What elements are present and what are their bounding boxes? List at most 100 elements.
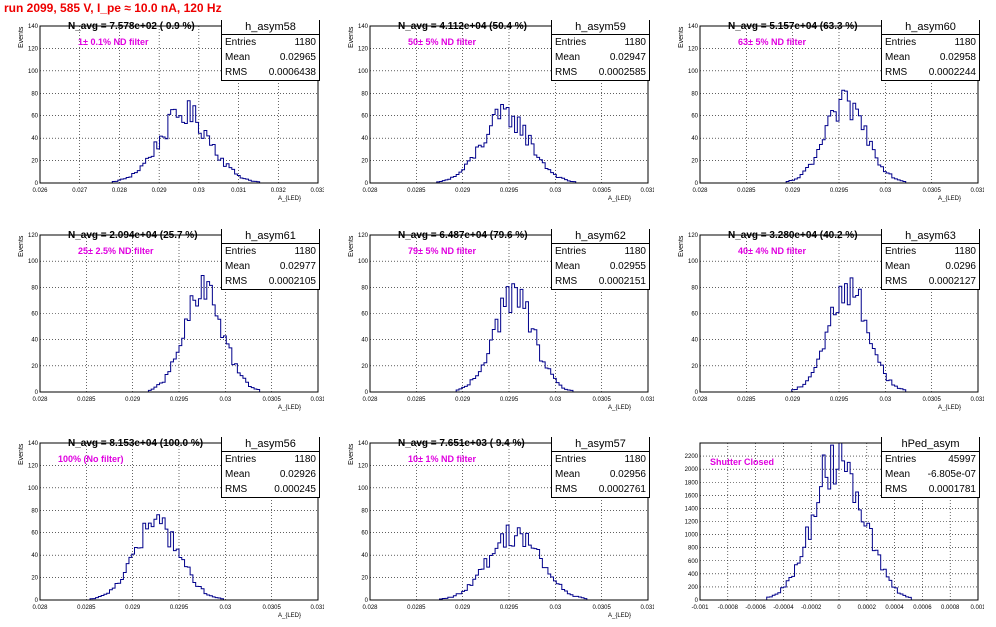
x-tick-label: 0.0285 [77,397,96,403]
stats-box: h_asym62 Entries 1180 Mean 0.02955 RMS 0.00021… [551,229,650,290]
x-tick-label: 0.029 [455,605,471,611]
x-tick-label: 0.0295 [500,188,519,194]
stats-box: h_asym63 Entries 1180 Mean 0.0296 RMS 0.000212… [881,229,980,290]
stats-row-entries: Entries 1180 [222,35,319,50]
navg-label: N_avg = 6.487e+04 (79.6 %) [398,230,528,241]
stats-box: h_asym61 Entries 1180 Mean 0.02977 RMS 0.00021… [221,229,320,290]
x-tick-label: 0.029 [785,397,801,403]
histogram-series [700,442,978,601]
y-tick-label: 80 [691,285,698,291]
stats-value-entries: 1180 [294,37,316,48]
plot-frame [699,25,979,184]
x-tick-label: 0.0305 [592,188,611,194]
y-tick-label: 0 [695,181,699,187]
x-tick-label: 0.03 [193,188,205,194]
x-tick-label: 0.03 [219,605,231,611]
x-tick-label: 0.029 [152,188,168,194]
x-tick-label: 0 [837,605,841,611]
stats-row-rms: RMS 0.000245 [222,482,319,497]
histogram-svg: 0.028 0.0285 0.029 0.0295 0.03 0.0305 0.031 0 20… [358,233,654,403]
y-tick-label: 0 [695,598,699,604]
x-tick-label: 0.001 [970,605,984,611]
stats-value-mean: 0.02965 [279,52,316,63]
histogram-panel-h-asym58: 0.026 0.027 0.028 0.029 0.03 0.031 0.032 0.033 0… [14,20,324,210]
x-tick-label: 0.029 [125,605,141,611]
stats-box-title: h_asym62 [552,229,649,244]
stats-label-mean: Mean [225,261,251,272]
x-tick-label: 0.0006 [913,605,932,611]
stats-row-mean: Mean -6.805e-07 [882,467,979,482]
y-tick-label: 800 [688,546,699,552]
y-tick-label: 60 [31,531,38,537]
stats-value-mean: 0.02956 [609,469,646,480]
x-axis-label: A_{LED} [608,196,632,202]
x-tick-label: 0.031 [640,397,654,403]
stats-value-mean: 0.02926 [279,469,316,480]
stats-label-mean: Mean [885,469,911,480]
x-tick-label: 0.0295 [170,397,189,403]
stats-box-title: h_asym57 [552,437,649,452]
y-tick-label: 120 [688,233,699,239]
stats-row-mean: Mean 0.02926 [222,467,319,482]
stats-label-mean: Mean [555,52,581,63]
x-tick-label: 0.031 [310,397,324,403]
plot-frame [369,234,649,393]
x-tick-label: 0.028 [692,188,708,194]
x-tick-label: 0.0295 [500,605,519,611]
x-axis-label: A_{LED} [278,613,302,619]
stats-label-entries: Entries [555,246,587,257]
stats-box-title: h_asym61 [222,229,319,244]
y-tick-label: 40 [31,136,38,142]
stats-value-mean: 0.02958 [939,52,976,63]
y-axis-label: Events [18,235,25,257]
x-tick-label: 0.03 [549,605,561,611]
stats-value-rms: 0.0002761 [598,484,646,495]
stats-row-mean: Mean 0.02947 [552,50,649,65]
run-title: run 2099, 585 V, I_pe ≈ 10.0 nA, 120 Hz [4,1,222,15]
x-tick-label: -0.0002 [801,605,822,611]
stats-value-rms: 0.0002105 [268,276,316,287]
x-tick-label: 0.0285 [407,605,426,611]
x-tick-label: 0.0295 [830,397,849,403]
histogram-panel-h-asym56: 0.028 0.0285 0.029 0.0295 0.03 0.0305 0.031 0 20… [14,437,324,627]
y-tick-label: 60 [31,312,38,318]
histogram-series [370,524,648,601]
stats-label-rms: RMS [555,67,578,78]
histogram-svg: 0.028 0.0285 0.029 0.0295 0.03 0.0305 0.031 0 20… [28,233,324,403]
y-tick-label: 200 [688,585,699,591]
stats-value-mean: 0.02947 [609,52,646,63]
stats-value-entries: 1180 [624,454,646,465]
x-tick-label: 0.031 [231,188,247,194]
stats-label-entries: Entries [225,37,257,48]
x-tick-label: 0.031 [970,397,984,403]
histogram-panel-h-asym59: 0.028 0.0285 0.029 0.0295 0.03 0.0305 0.031 0 20… [344,20,654,210]
x-tick-label: 0.031 [640,605,654,611]
x-tick-label: 0.0305 [922,397,941,403]
stats-value-rms: 0.0002585 [598,67,646,78]
navg-label: N_avg = 3.280e+04 (40.2 %) [728,230,858,241]
y-tick-label: 100 [688,259,699,265]
y-tick-label: 120 [28,233,39,239]
stats-box: hPed_asym Entries 45997 Mean -6.805e-07 RMS 0.… [881,437,980,498]
plot-frame [39,25,319,184]
x-tick-label: 0.032 [271,188,287,194]
y-tick-label: 20 [361,576,368,582]
y-tick-label: 0 [365,598,369,604]
y-tick-label: 1600 [685,493,699,499]
y-tick-label: 80 [31,508,38,514]
stats-box: h_asym58 Entries 1180 Mean 0.02965 RMS 0.00064… [221,20,320,81]
x-tick-label: 0.0285 [407,188,426,194]
y-axis-label: Events [18,26,25,48]
stats-box-title: h_asym63 [882,229,979,244]
y-tick-label: 100 [28,69,39,75]
y-tick-label: 0 [35,181,39,187]
y-tick-label: 100 [688,69,699,75]
stats-row-entries: Entries 1180 [222,452,319,467]
stats-row-entries: Entries 1180 [552,244,649,259]
y-tick-label: 120 [358,233,369,239]
stats-label-entries: Entries [555,37,587,48]
x-tick-label: 0.026 [32,188,48,194]
y-tick-label: 1400 [685,506,699,512]
y-tick-label: 120 [358,46,369,52]
y-tick-label: 40 [361,553,368,559]
